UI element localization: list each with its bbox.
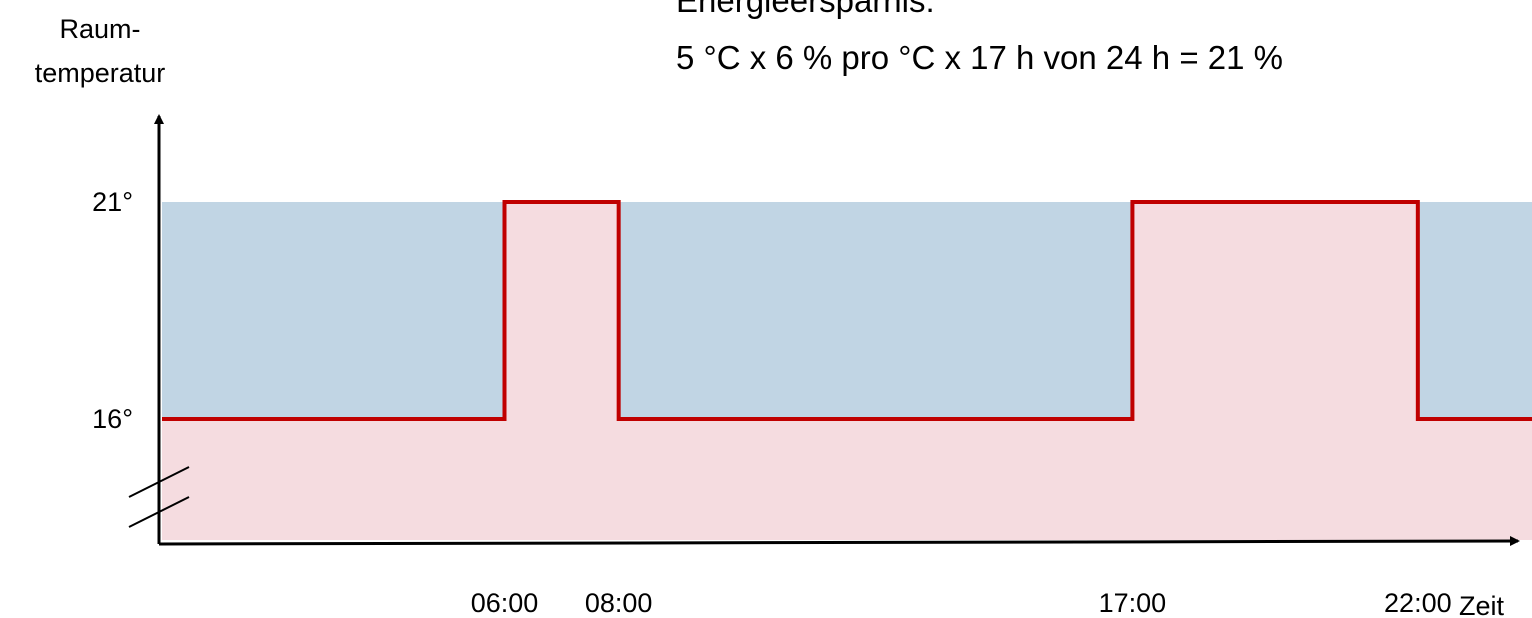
x-tick-label: 08:00 [585, 588, 653, 618]
savings-note-line2: 5 °C x 6 % pro °C x 17 h von 24 h = 21 % [676, 39, 1283, 76]
y-axis-label-line1: Raum- [59, 14, 140, 44]
x-axis-label: Zeit [1459, 591, 1505, 618]
x-tick-label: 17:00 [1099, 588, 1167, 618]
axis-break-mark [128, 496, 190, 528]
savings-note-line1: Energieersparnis: [676, 0, 935, 19]
saving-band [162, 202, 505, 419]
y-tick-label: 21° [92, 187, 133, 217]
saving-band [618, 202, 1133, 419]
x-tick-label: 22:00 [1384, 588, 1452, 618]
temperature-step-line [162, 200, 1532, 421]
x-tick-label: 06:00 [471, 588, 539, 618]
saving-band [1417, 202, 1532, 419]
y-axis-label-line2: temperatur [35, 58, 166, 88]
y-tick-label: 16° [92, 404, 133, 434]
axis-break-mark [128, 466, 190, 498]
x-axis [158, 536, 1520, 547]
